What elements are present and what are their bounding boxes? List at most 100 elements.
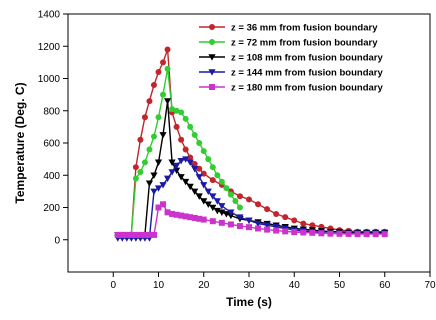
data-point [200, 216, 207, 223]
data-point [196, 140, 203, 146]
data-point [208, 54, 216, 61]
legend-label: z = 108 mm from fusion boundary [231, 53, 383, 64]
data-point [160, 91, 167, 98]
data-point [150, 133, 157, 140]
data-point [318, 230, 325, 237]
data-point [132, 164, 139, 171]
data-point [218, 209, 226, 216]
y-tick-label: 200 [43, 203, 60, 214]
legend-label: z = 36 mm from fusion boundary [231, 23, 378, 34]
data-point [246, 224, 252, 231]
data-point [187, 154, 194, 161]
data-point [150, 172, 158, 179]
legend-item: z = 36 mm from fusion boundary [199, 23, 378, 34]
legend-item: z = 144 mm from fusion boundary [199, 68, 383, 79]
data-point [146, 98, 153, 105]
data-point [187, 123, 194, 130]
data-point [309, 229, 316, 236]
data-point [159, 182, 167, 189]
data-point [196, 215, 203, 222]
data-point [264, 226, 271, 233]
data-point [137, 231, 144, 238]
y-tick-label: 800 [43, 106, 60, 117]
data-point [154, 159, 163, 166]
x-tick-label: 70 [424, 280, 436, 291]
data-point [209, 177, 216, 184]
data-point [200, 198, 208, 205]
data-point [236, 193, 243, 200]
data-point [186, 159, 194, 166]
data-point [282, 228, 289, 235]
legend: z = 36 mm from fusion boundary z = 72 mm … [199, 23, 383, 94]
series-5 [114, 201, 388, 238]
data-point [209, 24, 215, 30]
data-point [187, 214, 194, 221]
data-point [200, 148, 207, 155]
data-point [273, 227, 280, 234]
x-tick-label: 40 [289, 280, 301, 291]
data-point [264, 206, 271, 213]
data-point [155, 204, 162, 211]
data-point [191, 166, 199, 173]
data-point [164, 65, 171, 72]
data-point [227, 212, 235, 220]
y-axis-title: Temperature (Deg. C) [13, 82, 27, 203]
data-point [128, 231, 135, 238]
data-point [150, 81, 157, 88]
data-point [209, 39, 215, 45]
data-point [182, 146, 189, 153]
axes: 0 200 400 600 800 1000 1200 1400 0 10 20 30 40 50 60 70 [38, 10, 436, 292]
x-tick-label: 50 [334, 280, 346, 291]
series-3 [114, 98, 389, 239]
y-tick-label: 0 [54, 235, 60, 246]
data-point [218, 219, 225, 226]
data-point [177, 157, 185, 165]
data-point [123, 231, 130, 238]
data-point [164, 209, 171, 216]
data-point [141, 231, 148, 238]
data-point [209, 164, 216, 171]
data-point [169, 210, 176, 217]
data-point [213, 198, 221, 205]
data-point [173, 123, 180, 130]
legend-item: z = 72 mm from fusion boundary [199, 38, 378, 49]
data-point [178, 136, 185, 143]
data-point [178, 109, 185, 116]
data-point [191, 188, 199, 195]
data-point [209, 193, 217, 200]
data-point [327, 230, 334, 237]
data-point [218, 178, 225, 185]
data-point [227, 209, 235, 216]
data-point [137, 136, 144, 143]
data-point [150, 231, 157, 238]
data-point [178, 212, 185, 219]
data-point [272, 224, 280, 231]
data-point [218, 203, 226, 210]
data-point [182, 178, 190, 186]
data-point [200, 170, 207, 177]
x-tick-label: 0 [110, 280, 116, 291]
data-point [141, 159, 148, 166]
y-tick-label: 600 [43, 139, 60, 150]
data-point [345, 230, 352, 237]
data-point [209, 218, 216, 225]
y-tick-label: 400 [43, 171, 60, 182]
data-point [255, 225, 262, 232]
data-point [154, 185, 163, 192]
legend-item: z = 180 mm from fusion boundary [199, 83, 383, 94]
legend-item: z = 108 mm from fusion boundary [199, 53, 383, 64]
x-tick-label: 30 [243, 280, 255, 291]
data-point [195, 174, 203, 181]
data-point [209, 204, 217, 212]
series-layer [114, 46, 389, 242]
data-point [227, 191, 234, 198]
data-point [336, 230, 343, 237]
data-point [223, 185, 230, 192]
data-point [132, 231, 139, 238]
y-tick-label: 1200 [38, 42, 61, 53]
data-point [137, 169, 144, 176]
data-point [291, 217, 298, 224]
x-tick-label: 10 [153, 280, 165, 291]
data-point [196, 165, 203, 172]
